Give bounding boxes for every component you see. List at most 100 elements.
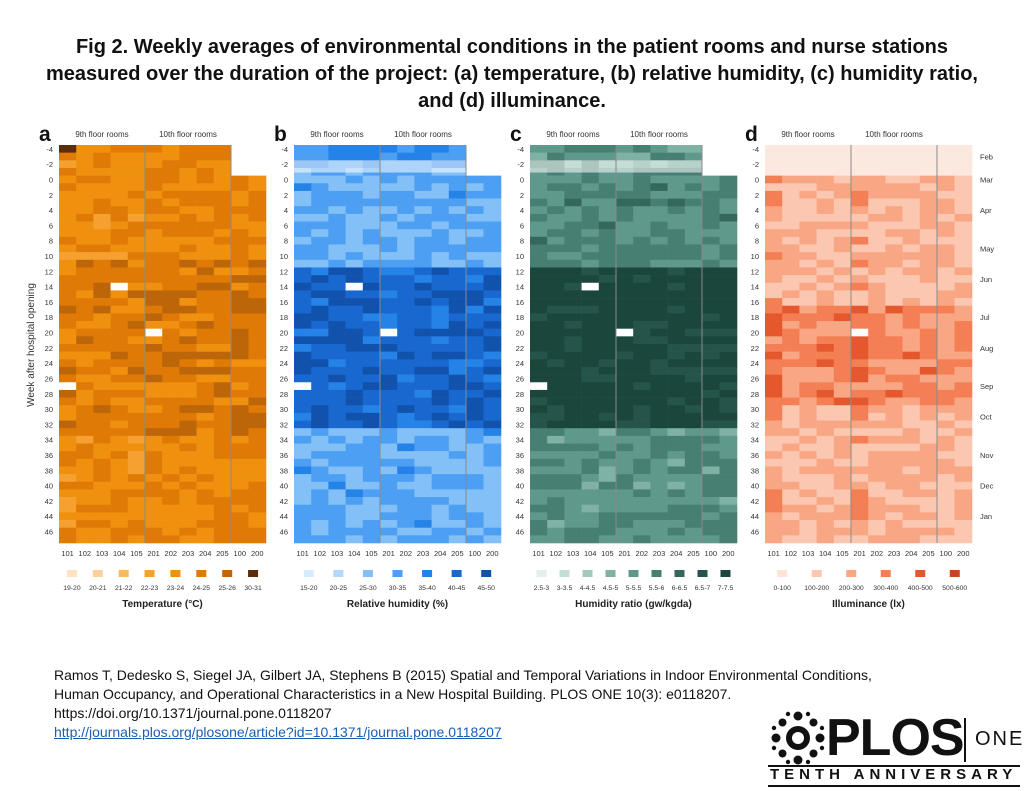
x-tick-label: 104 bbox=[584, 549, 597, 558]
heatmap-cell bbox=[684, 527, 703, 536]
heatmap-cell bbox=[248, 435, 267, 444]
heatmap-cell bbox=[782, 359, 800, 368]
heatmap-cell bbox=[483, 481, 502, 490]
heatmap-cell bbox=[616, 198, 634, 207]
heatmap-cell bbox=[162, 451, 180, 460]
heatmap-cell bbox=[311, 504, 329, 513]
x-tick-label: 202 bbox=[636, 549, 649, 558]
heatmap-cell bbox=[765, 481, 783, 490]
heatmap-cell bbox=[667, 382, 686, 391]
heatmap-cell bbox=[868, 259, 886, 268]
heatmap-cell bbox=[127, 504, 146, 513]
heatmap-cell bbox=[833, 412, 852, 421]
heatmap-cell bbox=[530, 435, 548, 444]
article-link[interactable]: http://journals.plos.org/plosone/article… bbox=[54, 724, 502, 740]
heatmap-cell bbox=[598, 183, 617, 192]
heatmap-cell bbox=[581, 512, 600, 521]
heatmap-cell bbox=[937, 497, 955, 506]
heatmap-cell bbox=[581, 221, 600, 230]
heatmap-cell bbox=[684, 520, 703, 528]
heatmap-cell bbox=[782, 435, 800, 444]
heatmap-cell bbox=[110, 435, 129, 444]
heatmap-cell bbox=[362, 275, 381, 284]
heatmap-cell bbox=[598, 435, 617, 444]
heatmap-cell bbox=[414, 451, 432, 460]
heatmap-cell bbox=[684, 344, 703, 352]
heatmap-cell bbox=[414, 435, 432, 444]
heatmap-cell bbox=[466, 213, 484, 222]
heatmap-cell bbox=[414, 190, 432, 199]
heatmap-cell bbox=[362, 443, 381, 452]
heatmap-cell bbox=[59, 535, 77, 544]
heatmap-cell bbox=[937, 405, 955, 414]
heatmap-cell bbox=[213, 504, 232, 513]
heatmap-cell bbox=[851, 382, 869, 391]
heatmap-cell bbox=[483, 497, 502, 506]
heatmap-cell bbox=[816, 282, 835, 291]
heatmap-cell bbox=[145, 183, 163, 192]
heatmap-cell bbox=[380, 489, 398, 498]
heatmap-cell bbox=[616, 374, 634, 383]
heatmap-cell bbox=[483, 259, 502, 268]
heatmap-cell bbox=[564, 382, 582, 391]
heatmap-cell bbox=[179, 321, 197, 329]
heatmap-cell bbox=[145, 366, 163, 375]
heatmap-cell bbox=[345, 412, 364, 421]
heatmap-cell bbox=[196, 435, 215, 444]
heatmap-cell bbox=[93, 366, 111, 375]
heatmap-cell bbox=[196, 290, 215, 299]
heatmap-cell bbox=[530, 290, 548, 299]
heatmap-cell bbox=[816, 374, 835, 383]
heatmap-cell bbox=[76, 145, 94, 153]
heatmap-cell bbox=[448, 221, 467, 230]
heatmap-cell bbox=[397, 321, 415, 329]
heatmap-cell bbox=[937, 443, 955, 452]
heatmap-cell bbox=[868, 489, 886, 498]
heatmap-cell bbox=[162, 535, 180, 544]
heatmap-cell bbox=[311, 328, 329, 337]
legend-bin-label: 40-45 bbox=[448, 585, 466, 592]
heatmap-cell bbox=[868, 451, 886, 460]
heatmap-cell bbox=[431, 152, 450, 161]
heatmap-cell bbox=[851, 152, 869, 161]
heatmap-cell bbox=[885, 229, 903, 238]
legend-bin-label: 30-31 bbox=[244, 585, 262, 592]
heatmap-cell bbox=[799, 474, 817, 483]
heatmap-cell bbox=[311, 298, 329, 307]
heatmap-cell bbox=[937, 229, 955, 238]
heatmap-cell bbox=[885, 198, 903, 207]
heatmap-cell bbox=[448, 428, 467, 437]
heatmap-cell bbox=[902, 175, 921, 184]
heatmap-cell bbox=[196, 489, 215, 498]
heatmap-cell bbox=[937, 397, 955, 406]
heatmap-cell bbox=[328, 244, 346, 253]
heatmap-cell bbox=[380, 145, 398, 153]
heatmap-cell bbox=[833, 481, 852, 490]
heatmap-cell bbox=[598, 145, 617, 153]
heatmap-cell bbox=[328, 175, 346, 184]
heatmap-cell bbox=[851, 236, 869, 245]
heatmap-cell bbox=[483, 474, 502, 483]
heatmap-cell bbox=[362, 474, 381, 483]
heatmap-cell bbox=[397, 221, 415, 230]
heatmap-cell bbox=[179, 313, 197, 322]
heatmap-cell bbox=[483, 435, 502, 444]
heatmap-cell bbox=[431, 190, 450, 199]
heatmap-cell bbox=[868, 382, 886, 391]
heatmap-cell bbox=[902, 366, 921, 375]
heatmap-cell bbox=[616, 481, 634, 490]
heatmap-cell bbox=[902, 382, 921, 391]
heatmap-cell bbox=[127, 512, 146, 521]
heatmap-cell bbox=[919, 198, 938, 207]
heatmap-cell bbox=[76, 535, 94, 544]
heatmap-cell bbox=[782, 535, 800, 544]
heatmap-cell bbox=[248, 420, 267, 429]
heatmap-cell bbox=[650, 489, 668, 498]
heatmap-cell bbox=[547, 190, 565, 199]
group-label-9th-floor: 9th floor rooms bbox=[781, 130, 834, 139]
heatmap-cell bbox=[851, 336, 869, 345]
y-tick-label: 28 bbox=[45, 390, 53, 399]
heatmap-cell bbox=[650, 520, 668, 528]
heatmap-cell bbox=[799, 321, 817, 329]
heatmap-cell bbox=[345, 420, 364, 429]
